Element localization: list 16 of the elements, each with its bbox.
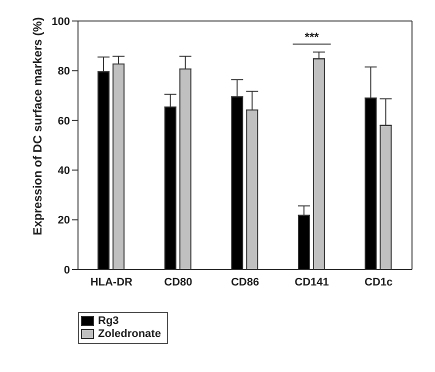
- x-tick-label: CD1c: [364, 276, 393, 288]
- x-tick-label: CD141: [294, 276, 329, 288]
- y-tick-label: 100: [52, 16, 70, 28]
- legend-label: Zoledronate: [98, 328, 161, 340]
- y-tick-label: 80: [58, 66, 70, 78]
- legend-label: Rg3: [98, 314, 119, 328]
- x-tick-label: CD80: [164, 276, 192, 288]
- annotation: ***: [304, 30, 320, 44]
- y-tick-label: 60: [58, 115, 70, 128]
- y-axis-title: Expression of DC surface markers (%): [30, 17, 44, 236]
- x-tick-label: CD86: [230, 276, 260, 288]
- significance-bracket: ***: [292, 30, 332, 45]
- y-tick-label: 20: [58, 214, 70, 227]
- x-tick-label: HLA-DR: [90, 276, 133, 288]
- y-tick-label: 40: [58, 165, 70, 178]
- y-tick-label: 0: [64, 264, 70, 276]
